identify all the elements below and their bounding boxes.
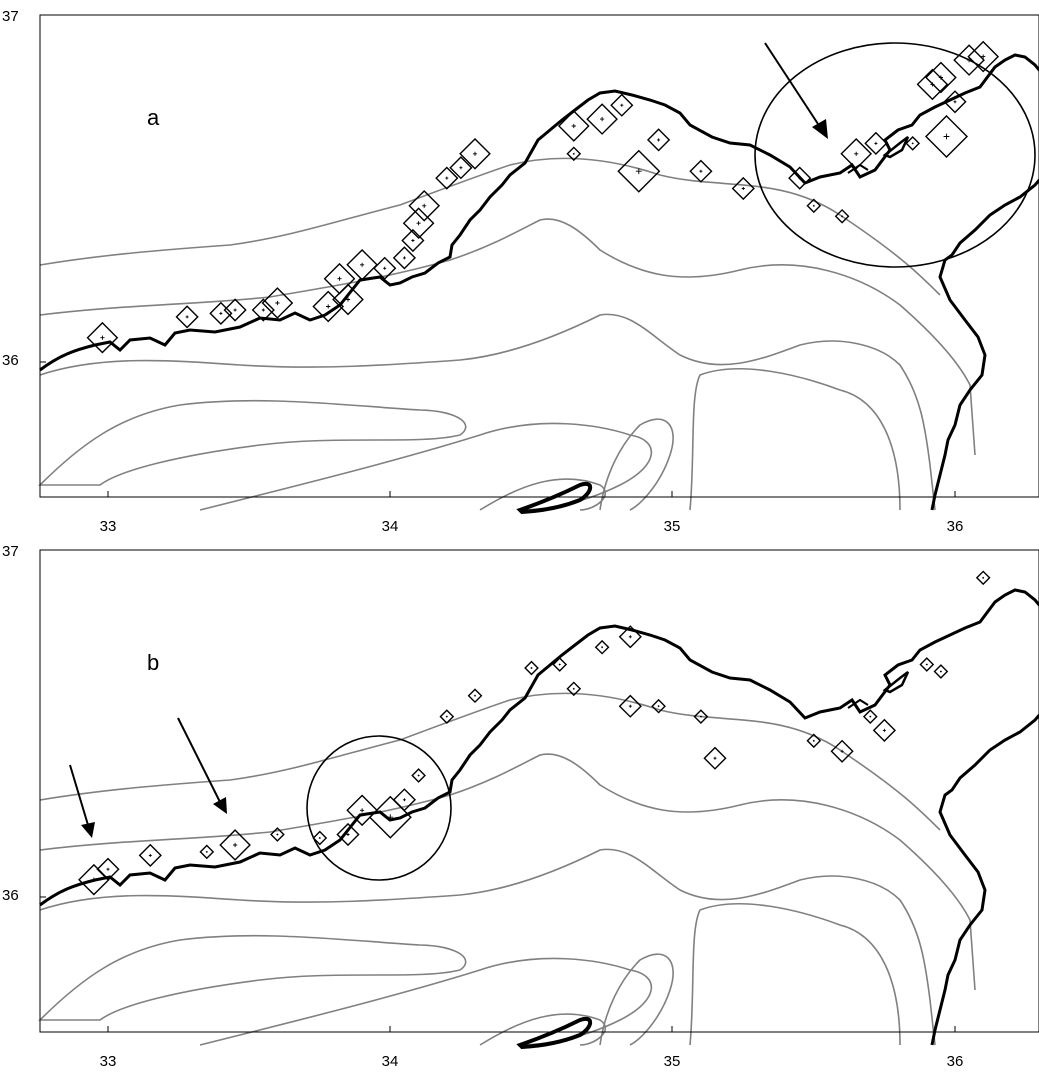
panel-a-markers [86, 40, 1000, 354]
station-marker [943, 90, 967, 114]
station-marker [830, 739, 854, 763]
station-marker [788, 166, 812, 190]
station-marker [323, 262, 356, 295]
station-marker [312, 290, 345, 323]
panel-a-xtick-34: 34 [382, 518, 399, 535]
station-marker [251, 298, 275, 322]
station-marker [408, 189, 441, 222]
station-marker [933, 664, 949, 679]
panel-b-ytick-36: 36 [2, 887, 19, 904]
station-marker [862, 709, 878, 724]
station-marker [373, 256, 397, 280]
panel-b-highlight-circle [306, 735, 452, 881]
station-marker [336, 822, 360, 847]
panel-b-markers [78, 570, 991, 896]
panel-b-xtick-36: 36 [947, 1053, 964, 1070]
station-marker [435, 166, 459, 190]
panel-a-highlight-circle [754, 42, 1036, 268]
panel-b-arrow-2 [177, 717, 227, 814]
station-marker [524, 660, 539, 676]
station-marker [392, 788, 416, 812]
panel-a-frame [39, 14, 1039, 498]
station-marker [459, 137, 491, 170]
station-marker [905, 136, 921, 151]
station-marker [731, 176, 755, 201]
station-marker [411, 768, 426, 783]
station-marker [552, 657, 568, 672]
station-marker [138, 843, 162, 867]
station-marker [557, 110, 590, 142]
station-marker [586, 103, 618, 135]
station-marker [594, 639, 610, 655]
station-marker [610, 93, 634, 117]
station-marker [872, 718, 896, 742]
panel-b-xtick-33: 33 [100, 1053, 117, 1070]
station-marker [332, 283, 364, 316]
station-marker [175, 305, 199, 329]
panel-a-ytick-36: 36 [2, 352, 19, 369]
station-marker [566, 146, 582, 162]
station-marker [402, 207, 435, 240]
station-marker [449, 156, 473, 180]
panel-b-xtick-34: 34 [382, 1053, 399, 1070]
station-marker [651, 698, 666, 714]
panel-a-xtick-36: 36 [947, 518, 964, 535]
panel-b-map [38, 570, 1039, 1049]
station-marker [806, 198, 822, 214]
panel-a-label: a [147, 105, 160, 130]
station-marker [806, 733, 822, 749]
station-marker [566, 681, 582, 697]
station-marker [703, 746, 727, 770]
station-marker [975, 570, 991, 586]
station-marker [618, 625, 642, 649]
station-marker [401, 228, 425, 253]
station-marker [618, 694, 642, 718]
station-marker [392, 246, 416, 270]
panel-a-xtick-35: 35 [664, 518, 681, 535]
station-marker [312, 830, 328, 846]
panel-b-arrow-1 [69, 764, 95, 838]
panel-a: a 37 36 33 34 35 36 [2, 8, 1039, 535]
station-marker [96, 857, 120, 881]
station-marker [199, 844, 215, 860]
station-marker [919, 657, 935, 672]
panel-a-xaxis: 33 34 35 36 [100, 491, 964, 535]
panel-b-xaxis: 33 34 35 36 [100, 1026, 964, 1070]
station-marker [261, 287, 294, 319]
station-marker [617, 149, 661, 193]
panel-b: b 37 36 33 34 35 36 [2, 543, 1039, 1070]
panel-b-label: b [147, 650, 159, 675]
panel-b-xtick-35: 35 [664, 1053, 681, 1070]
station-marker [346, 248, 378, 281]
station-marker [693, 709, 709, 724]
station-marker [78, 863, 110, 896]
station-marker [647, 128, 671, 152]
panel-a-xtick-33: 33 [100, 518, 117, 535]
station-marker [840, 137, 873, 170]
station-marker [223, 298, 247, 322]
station-marker [439, 709, 455, 724]
panel-a-map [38, 40, 1039, 514]
station-marker [924, 114, 969, 159]
station-marker [467, 688, 483, 704]
panel-b-frame [39, 549, 1039, 1033]
station-marker [219, 829, 251, 861]
panel-a-ytick-37: 37 [2, 8, 19, 25]
station-marker [689, 159, 713, 183]
station-marker [925, 61, 957, 94]
station-marker [270, 827, 285, 842]
panel-a-arrow [764, 42, 828, 139]
station-marker [86, 321, 119, 354]
station-marker [864, 131, 888, 155]
panel-b-ytick-37: 37 [2, 543, 19, 560]
station-marker [834, 208, 850, 224]
